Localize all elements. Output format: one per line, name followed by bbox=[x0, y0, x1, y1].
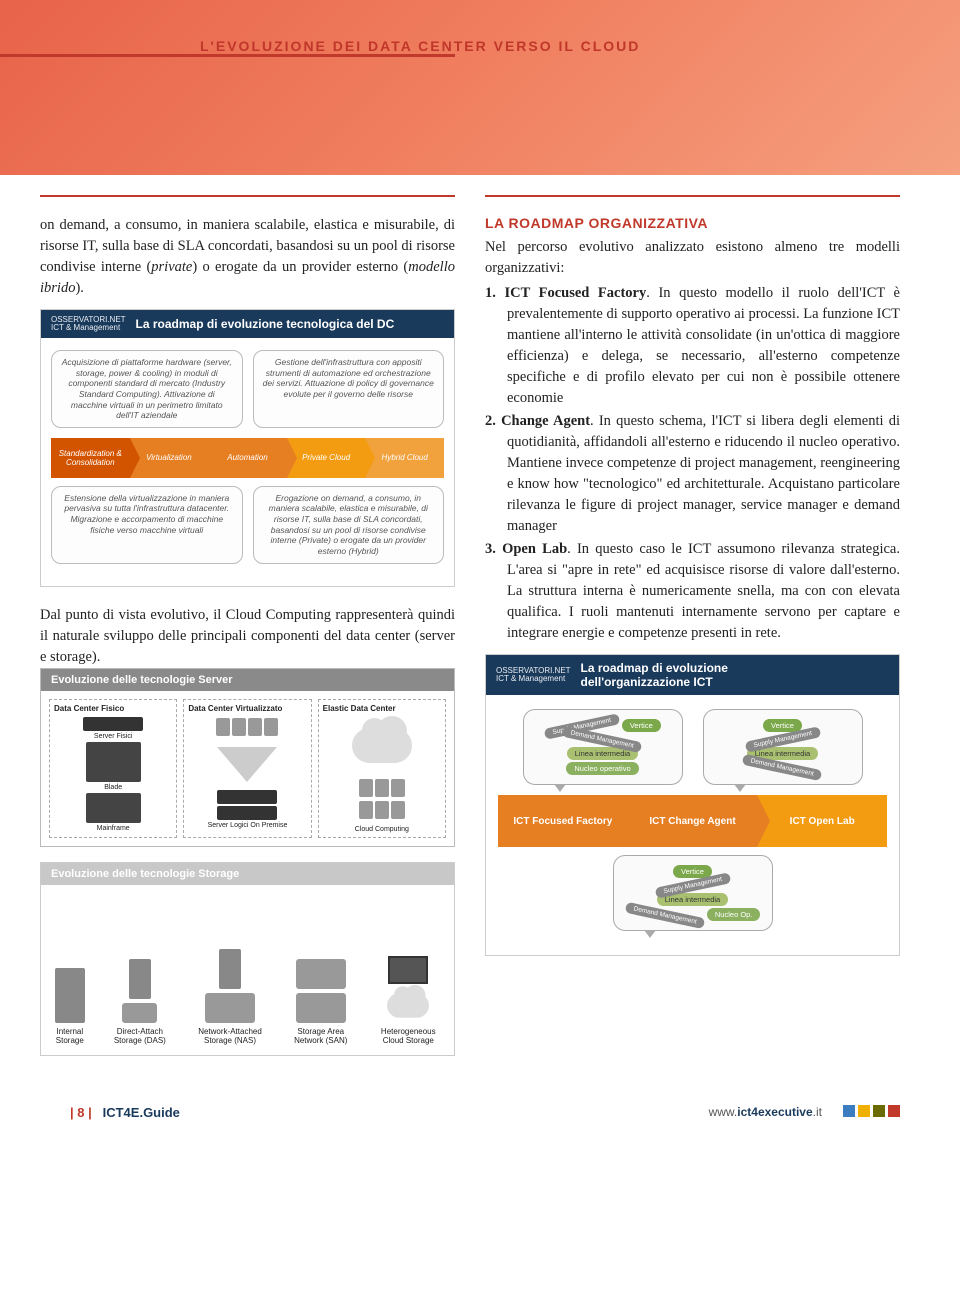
figure-roadmap-organizzazione: OSSERVATORI.NET ICT & Management La road… bbox=[485, 654, 900, 956]
url-suf: .it bbox=[813, 1105, 822, 1119]
fig3-item: Internal Storage bbox=[51, 968, 89, 1045]
figure-roadmap-tecnologica: OSSERVATORI.NET ICT & Management La road… bbox=[40, 309, 455, 587]
fig1-note: Estensione della virtualizzazione in man… bbox=[51, 486, 243, 564]
fig3-body: Internal Storage Direct-Attach Storage (D… bbox=[41, 885, 454, 1055]
model-list-item: 3. Open Lab. In questo caso le ICT assum… bbox=[485, 539, 900, 644]
page-footer: | 8 | ICT4E.Guide www.ict4executive.it bbox=[0, 1091, 960, 1134]
fig3-item: Storage Area Network (SAN) bbox=[287, 959, 355, 1045]
footer-url: www.ict4executive.it bbox=[709, 1105, 822, 1119]
footer-squares bbox=[840, 1105, 900, 1120]
fig4-oval: Vertice bbox=[622, 719, 661, 732]
fig4-top-bubbles: Supply ManagementVerticeDemand Managemen… bbox=[498, 709, 887, 785]
fig1-title: La roadmap di evoluzione tecnologica del… bbox=[136, 317, 444, 331]
fig1-bottom-notes: Estensione della virtualizzazione in man… bbox=[51, 486, 444, 564]
fig1-stage: Hybrid Cloud bbox=[365, 438, 444, 478]
fig1-logo: OSSERVATORI.NET ICT & Management bbox=[51, 316, 126, 332]
footer-square bbox=[873, 1105, 885, 1117]
fig4-title-l2: dell'organizzazione ICT bbox=[581, 675, 713, 689]
model-list-item: 2. Change Agent. In questo schema, l'ICT… bbox=[485, 411, 900, 537]
fig3-item: Heterogeneous Cloud Storage bbox=[373, 956, 444, 1045]
fig4-logo: OSSERVATORI.NET ICT & Management bbox=[496, 667, 571, 683]
figure-server-evolution: Evoluzione delle tecnologie Server Data … bbox=[40, 668, 455, 847]
fig4-oval: Demand Management bbox=[624, 902, 705, 929]
url-pre: www. bbox=[709, 1105, 738, 1119]
guide-name: ICT4E.Guide bbox=[103, 1105, 180, 1120]
fig3-title: Evoluzione delle tecnologie Storage bbox=[41, 863, 454, 885]
fig4-stages: ICT Focused FactoryICT Change AgentICT O… bbox=[498, 795, 887, 847]
right-column: LA ROADMAP ORGANIZZATIVA Nel percorso ev… bbox=[485, 195, 900, 1071]
url-bold: ict4executive bbox=[737, 1105, 812, 1119]
content-area: on demand, a consumo, in maniera scalabi… bbox=[0, 175, 960, 1091]
column-rule-right bbox=[485, 195, 900, 197]
fig1-note: Acquisizione di piattaforme hardware (se… bbox=[51, 350, 243, 428]
para-1: on demand, a consumo, in maniera scalabi… bbox=[40, 215, 455, 299]
fig4-oval: Nucleo operativo bbox=[566, 762, 638, 775]
fig4-bubble: Supply ManagementVerticeDemand Managemen… bbox=[523, 709, 683, 785]
footer-square bbox=[843, 1105, 855, 1117]
fig1-note: Erogazione on demand, a consumo, in mani… bbox=[253, 486, 445, 564]
fig2-column: Data Center FisicoServer FisiciBladeMain… bbox=[49, 699, 177, 838]
header-red-bar bbox=[0, 54, 455, 57]
fig4-stage: ICT Change Agent bbox=[628, 795, 758, 847]
footer-left: | 8 | ICT4E.Guide bbox=[70, 1105, 180, 1120]
fig4-bubble: VerticeSupply ManagementLinea intermedia… bbox=[703, 709, 863, 785]
fig4-title-l1: La roadmap di evoluzione bbox=[581, 661, 728, 675]
fig4-stage: ICT Focused Factory bbox=[498, 795, 628, 847]
fig1-stage: Virtualization bbox=[130, 438, 209, 478]
figure-storage-evolution: Evoluzione delle tecnologie Storage Inte… bbox=[40, 862, 455, 1056]
fig1-stage: Private Cloud bbox=[287, 438, 366, 478]
fig2-column: Elastic Data CenterCloud Computing bbox=[318, 699, 446, 838]
fig4-bottom-bubble: VerticeSupply ManagementLinea intermedia… bbox=[498, 855, 887, 931]
footer-right: www.ict4executive.it bbox=[709, 1105, 900, 1120]
fig3-item: Network-Attached Storage (NAS) bbox=[191, 949, 269, 1045]
fig4-body: Supply ManagementVerticeDemand Managemen… bbox=[486, 695, 899, 955]
fig1-header: OSSERVATORI.NET ICT & Management La road… bbox=[41, 310, 454, 338]
section-title: LA ROADMAP ORGANIZZATIVA bbox=[485, 215, 900, 231]
fig4-bubble: VerticeSupply ManagementLinea intermedia… bbox=[613, 855, 773, 931]
fig2-column: Data Center VirtualizzatoServer Logici O… bbox=[183, 699, 311, 838]
fig4-title: La roadmap di evoluzione dell'organizzaz… bbox=[581, 661, 889, 689]
fig1-stages: Standardization & ConsolidationVirtualiz… bbox=[51, 438, 444, 478]
fig3-item: Direct-Attach Storage (DAS) bbox=[107, 959, 173, 1045]
fig1-stage: Standardization & Consolidation bbox=[51, 438, 130, 478]
fig4-header: OSSERVATORI.NET ICT & Management La road… bbox=[486, 655, 899, 695]
fig1-note: Gestione dell'infrastruttura con apposit… bbox=[253, 350, 445, 428]
model-list: 1. ICT Focused Factory. In questo modell… bbox=[485, 283, 900, 644]
fig2-title: Evoluzione delle tecnologie Server bbox=[41, 669, 454, 691]
fig1-body: Acquisizione di piattaforme hardware (se… bbox=[41, 338, 454, 586]
column-rule bbox=[40, 195, 455, 197]
footer-bar2: | bbox=[88, 1105, 99, 1120]
fig1-logo-bottom: ICT & Management bbox=[51, 324, 126, 332]
running-head-title: L'EVOLUZIONE DEI DATA CENTER VERSO IL CL… bbox=[200, 38, 640, 54]
page-number: 8 bbox=[77, 1105, 84, 1120]
para-2: Dal punto di vista evolutivo, il Cloud C… bbox=[40, 605, 455, 668]
page-header: L'EVOLUZIONE DEI DATA CENTER VERSO IL CL… bbox=[0, 0, 960, 175]
intro: Nel percorso evolutivo analizzato esisto… bbox=[485, 237, 900, 279]
model-list-item: 1. ICT Focused Factory. In questo modell… bbox=[485, 283, 900, 409]
fig4-logo-bottom: ICT & Management bbox=[496, 675, 571, 683]
fig2-body: Data Center FisicoServer FisiciBladeMain… bbox=[41, 691, 454, 846]
footer-square bbox=[858, 1105, 870, 1117]
fig4-stage: ICT Open Lab bbox=[757, 795, 887, 847]
fig1-top-notes: Acquisizione di piattaforme hardware (se… bbox=[51, 350, 444, 428]
footer-square bbox=[888, 1105, 900, 1117]
left-column: on demand, a consumo, in maniera scalabi… bbox=[40, 195, 455, 1071]
fig4-oval: Nucleo Op. bbox=[707, 908, 761, 921]
fig1-stage: Automation bbox=[208, 438, 287, 478]
